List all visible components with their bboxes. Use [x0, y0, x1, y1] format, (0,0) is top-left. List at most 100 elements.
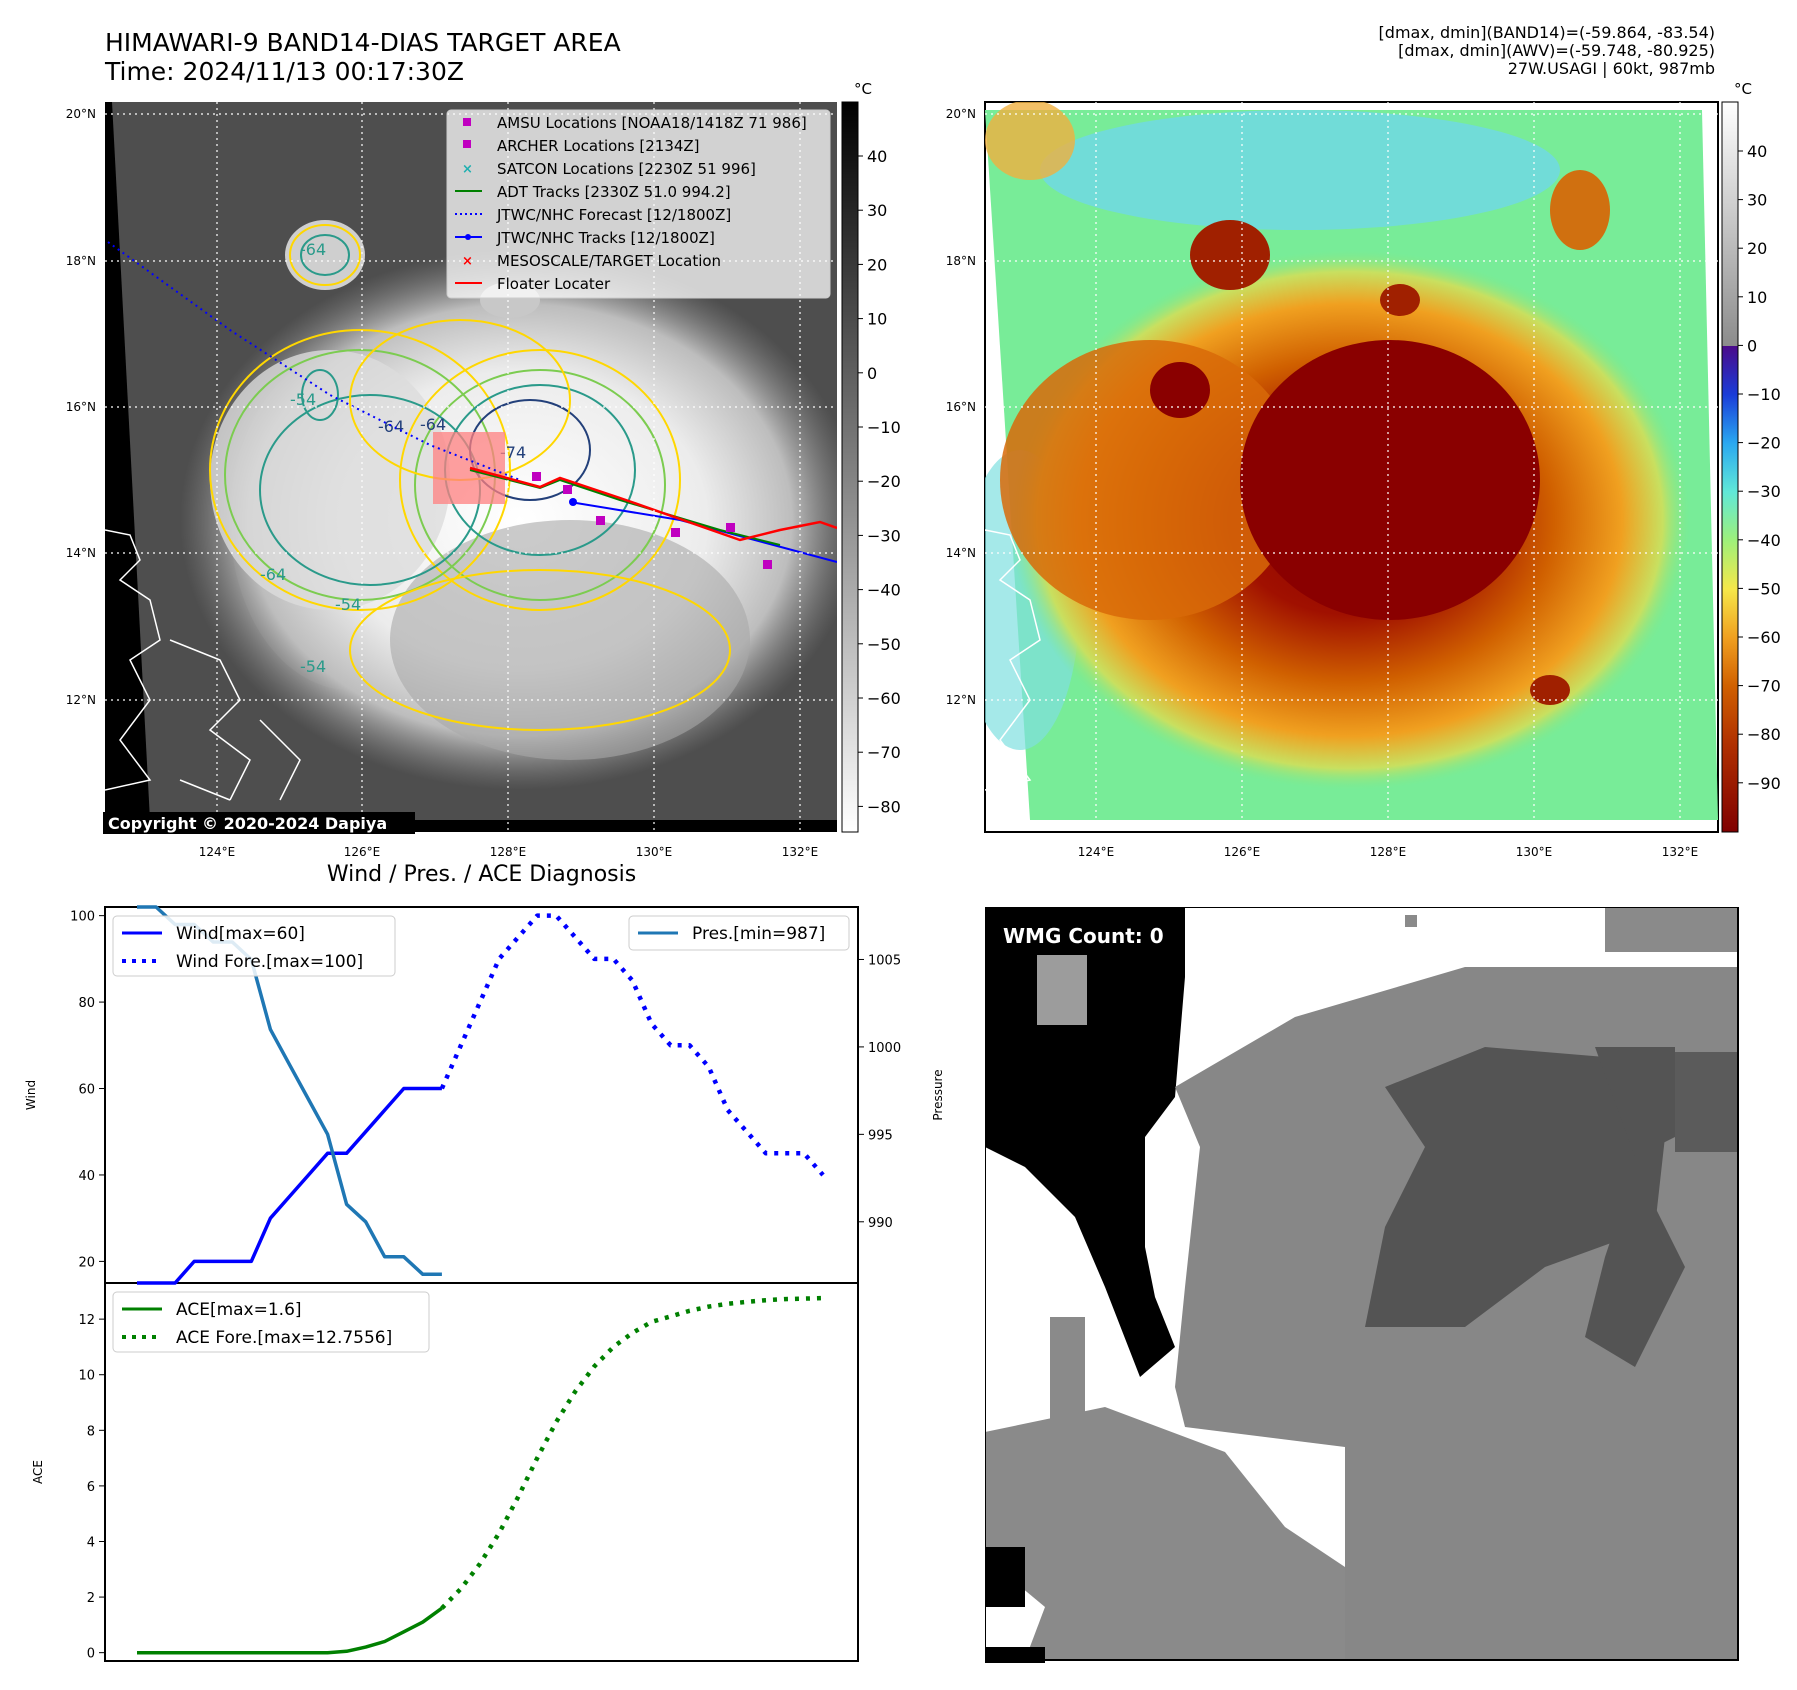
ace-tick-label: 8	[87, 1424, 95, 1439]
color-coastline	[985, 529, 1041, 791]
wmg-count: WMG Count: 0	[1003, 924, 1164, 948]
legend-adt: ADT Tracks [2330Z 51.0 994.2]	[497, 183, 731, 201]
target-box	[433, 432, 505, 504]
color-colorbar: °C 40 30 20 10 0 −10 −20 −30 −40 −50 −60 −70 −80 −90	[1721, 80, 1781, 833]
contour-label: -54	[335, 595, 361, 614]
legend-ace: ACE[max=1.6]	[176, 1300, 302, 1320]
info-line-1: [dmax, dmin](BAND14)=(-59.864, -83.54)	[1378, 23, 1715, 42]
color-map-grid	[985, 102, 1718, 832]
legend-pres: Pres.[min=987]	[692, 924, 825, 944]
map-legend: AMSU Locations [NOAA18/1418Z 71 986] ARC…	[446, 109, 831, 299]
diagnosis-title: Wind / Pres. / ACE Diagnosis	[326, 862, 637, 887]
ace-tick-label: 2	[87, 1591, 95, 1606]
svg-text:18°N: 18°N	[66, 254, 96, 268]
legend-floater: Floater Locater	[497, 275, 611, 293]
legend-wind: Wind[max=60]	[176, 924, 305, 944]
colorbar-tick-label: −20	[867, 472, 900, 491]
ace-tick-label: 4	[87, 1535, 95, 1550]
lon-axis: 124°E 126°E 128°E 130°E 132°E	[199, 845, 819, 859]
colorbar-tick-label: −70	[867, 743, 900, 762]
svg-text:18°N: 18°N	[946, 254, 976, 268]
ir-gray-map: -64 -54 -64 -54 -54 -64 -74 -64	[66, 102, 837, 859]
title-line-2: Time: 2024/11/13 00:17:30Z	[105, 57, 464, 86]
contour-label: -54	[290, 390, 316, 409]
svg-text:126°E: 126°E	[344, 845, 381, 859]
copyright-box	[103, 812, 415, 834]
pres-legend: Pres.[min=987]	[628, 915, 850, 951]
colorbar-tick-label: 10	[867, 310, 887, 329]
legend-mesoscale: MESOSCALE/TARGET Location	[497, 252, 721, 270]
wind-tick-label: 40	[78, 1169, 95, 1184]
svg-text:16°N: 16°N	[946, 400, 976, 414]
legend-satcon: SATCON Locations [2230Z 51 996]	[497, 160, 756, 178]
svg-text:130°E: 130°E	[1516, 845, 1553, 859]
coastline	[105, 529, 161, 791]
colorbar-tick-label: −50	[1747, 579, 1781, 598]
colorbar-tick-label: −70	[1747, 677, 1781, 696]
storm-info: [dmax, dmin](BAND14)=(-59.864, -83.54) […	[1015, 24, 1715, 78]
title-line-1: HIMAWARI-9 BAND14-DIAS TARGET AREA	[105, 28, 621, 57]
contour-label: -54	[300, 657, 326, 676]
pressure-axis-label: Pressure	[931, 1069, 945, 1120]
ace-legend: ACE[max=1.6] ACE Fore.[max=12.7556]	[112, 1291, 430, 1353]
colorbar-tick-label: −50	[867, 635, 900, 654]
legend-ace-fore: ACE Fore.[max=12.7556]	[176, 1328, 392, 1348]
ace-line	[137, 1606, 443, 1655]
colorbar-tick-label: −10	[867, 418, 900, 437]
colorbar-tick-label: −30	[867, 526, 900, 545]
legend-wind-fore: Wind Fore.[max=100]	[176, 952, 363, 972]
ace-tick-label: 0	[87, 1647, 95, 1662]
gray-colorbar-unit: °C	[854, 80, 872, 98]
contour-label: -64	[300, 240, 326, 259]
colorbar-tick-label: 40	[867, 147, 887, 166]
svg-text:12°N: 12°N	[946, 693, 976, 707]
colorbar-tick-label: 20	[1747, 239, 1767, 258]
ace-tick-label: 10	[78, 1369, 95, 1384]
colorbar-tick-label: 0	[867, 364, 877, 383]
pressure-tick-label: 1000	[868, 1041, 901, 1056]
ace-axis-label: ACE	[31, 1460, 45, 1484]
wind-tick-label: 20	[78, 1255, 95, 1270]
colorbar-tick-label: −20	[1747, 434, 1781, 453]
svg-text:132°E: 132°E	[782, 845, 819, 859]
colorbar-tick-label: −40	[1747, 531, 1781, 550]
svg-text:20°N: 20°N	[946, 107, 976, 121]
wind-forecast-line	[439, 913, 825, 1177]
svg-text:128°E: 128°E	[1370, 845, 1407, 859]
colorbar-tick-label: −80	[867, 797, 900, 816]
diagnosis-chart: 20 40 60 80 100 990 995 1000 1005 0 2 4 6 8 10 12 Wind…	[24, 905, 945, 1662]
legend-tracks: JTWC/NHC Tracks [12/1800Z]	[496, 229, 715, 247]
colorbar-tick-label: 0	[1747, 336, 1757, 355]
svg-text:×: ×	[462, 254, 473, 269]
wmg-black-region	[985, 907, 1185, 1377]
legend-amsu: AMSU Locations [NOAA18/1418Z 71 986]	[497, 114, 807, 132]
wmg-dark-region	[1365, 1047, 1665, 1327]
svg-text:128°E: 128°E	[490, 845, 527, 859]
color-colorbar-unit: °C	[1734, 80, 1752, 98]
wind-axis-label: Wind	[24, 1080, 38, 1110]
colorbar-tick-label: −30	[1747, 482, 1781, 501]
svg-text:132°E: 132°E	[1662, 845, 1699, 859]
ace-tick-label: 6	[87, 1480, 95, 1495]
colorbar-tick-label: −80	[1747, 725, 1781, 744]
wind-legend: Wind[max=60] Wind Fore.[max=100]	[112, 915, 396, 977]
colorbar-tick-label: 40	[1747, 142, 1767, 161]
pressure-tick-label: 1005	[868, 953, 901, 968]
lat-axis: 20°N 18°N 16°N 14°N 12°N	[66, 107, 96, 707]
ir-color-map: 20°N 18°N 16°N 14°N 12°N 124°E 126°E 128…	[946, 101, 1719, 859]
gray-colorbar: °C 40 30 20 10 0 −10 −20 −30 −40 −50 −60 −70 −80	[841, 80, 900, 833]
legend-forecast: JTWC/NHC Forecast [12/1800Z]	[496, 206, 731, 224]
color-lon-axis: 124°E 126°E 128°E 130°E 132°E	[1078, 845, 1699, 859]
floater-track	[469, 466, 837, 542]
svg-text:14°N: 14°N	[946, 546, 976, 560]
colorbar-tick-label: −40	[867, 581, 900, 600]
colorbar-tick-label: 20	[867, 255, 887, 274]
svg-text:124°E: 124°E	[199, 845, 236, 859]
info-line-2: [dmax, dmin](AWV)=(-59.748, -80.925)	[1398, 41, 1715, 60]
svg-text:124°E: 124°E	[1078, 845, 1115, 859]
colorbar-tick-label: −60	[1747, 628, 1781, 647]
chart-title: HIMAWARI-9 BAND14-DIAS TARGET AREA Time:…	[105, 28, 621, 86]
contour-label: -64	[260, 565, 286, 584]
wind-tick-label: 80	[78, 996, 95, 1011]
svg-text:126°E: 126°E	[1224, 845, 1261, 859]
